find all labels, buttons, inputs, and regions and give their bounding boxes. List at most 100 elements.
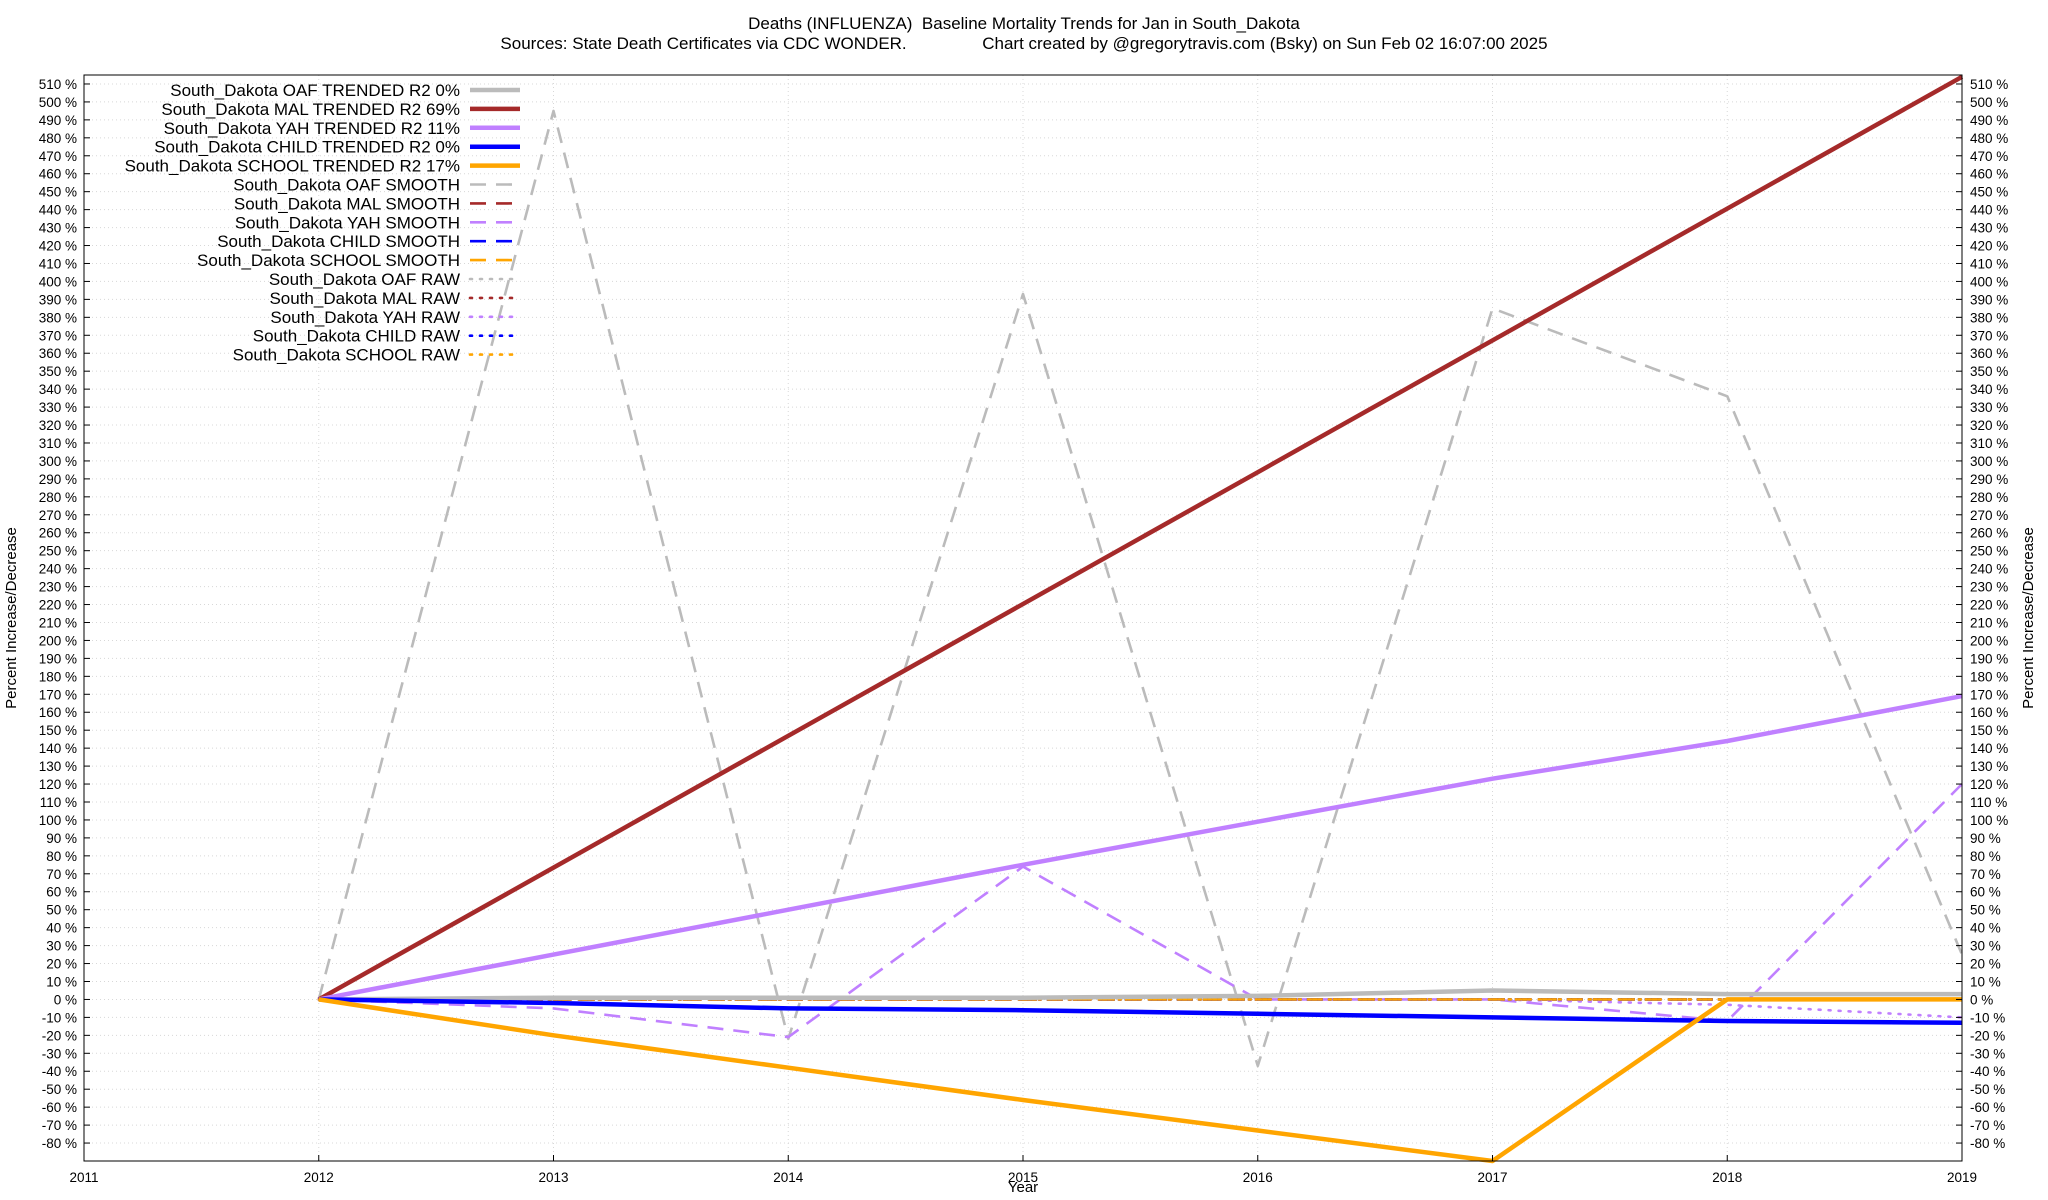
y-tick-label: 30 % bbox=[46, 939, 77, 954]
y-tick-label: 450 % bbox=[39, 185, 77, 200]
y-tick-label: 430 % bbox=[39, 221, 77, 236]
y-tick-label: 70 % bbox=[46, 867, 77, 882]
ticks: -80 % -80 % -70 % -70 % -60 % -60 % -50 % -50 %… bbox=[39, 77, 2009, 1185]
y2-tick-label: 160 % bbox=[1970, 705, 2008, 720]
y-tick-label: 510 % bbox=[39, 77, 77, 92]
y-tick-label: 240 % bbox=[39, 562, 77, 577]
y-tick-label: -80 % bbox=[42, 1136, 77, 1151]
y2-tick-label: 50 % bbox=[1970, 903, 2001, 918]
legend-label-14: South_Dakota SCHOOL RAW bbox=[233, 346, 460, 365]
y-tick-label: 310 % bbox=[39, 436, 77, 451]
y-tick-label: 470 % bbox=[39, 149, 77, 164]
y2-tick-label: -20 % bbox=[1970, 1028, 2005, 1043]
y2-tick-label: 170 % bbox=[1970, 687, 2008, 702]
y2-tick-label: 10 % bbox=[1970, 974, 2001, 989]
y2-tick-label: 390 % bbox=[1970, 292, 2008, 307]
y-tick-label: 120 % bbox=[39, 777, 77, 792]
x-tick-label: 2015 bbox=[1008, 1170, 1038, 1185]
y2-tick-label: 100 % bbox=[1970, 813, 2008, 828]
y-tick-label: 150 % bbox=[39, 723, 77, 738]
x-tick-label: 2011 bbox=[69, 1170, 98, 1185]
y2-tick-label: 500 % bbox=[1970, 95, 2008, 110]
y-tick-label: -10 % bbox=[42, 1010, 77, 1025]
y2-tick-label: 60 % bbox=[1970, 885, 2001, 900]
legend-label-12: South_Dakota YAH RAW bbox=[270, 308, 460, 327]
y-tick-label: 90 % bbox=[46, 831, 77, 846]
y2-tick-label: 120 % bbox=[1970, 777, 2008, 792]
legend-label-2: South_Dakota YAH TRENDED R2 11% bbox=[164, 119, 460, 138]
y2-tick-label: 260 % bbox=[1970, 526, 2008, 541]
y2-tick-label: 510 % bbox=[1970, 77, 2008, 92]
y2-tick-label: 270 % bbox=[1970, 508, 2008, 523]
y2-tick-label: 360 % bbox=[1970, 346, 2008, 361]
y2-tick-label: 400 % bbox=[1970, 274, 2008, 289]
y2-tick-label: 0 % bbox=[1970, 992, 1993, 1007]
y-tick-label: 20 % bbox=[46, 957, 77, 972]
legend: South_Dakota OAF TRENDED R2 0%South_Dako… bbox=[125, 81, 522, 365]
series-line-2 bbox=[318, 693, 1963, 1002]
y2-tick-label: -40 % bbox=[1970, 1064, 2005, 1079]
y2-tick-label: 320 % bbox=[1970, 418, 2008, 433]
y2-tick-label: -10 % bbox=[1970, 1010, 2005, 1025]
y2-tick-label: -50 % bbox=[1970, 1082, 2005, 1097]
y-tick-label: 250 % bbox=[39, 544, 77, 559]
y2-tick-label: 230 % bbox=[1970, 580, 2008, 595]
y2-tick-label: 40 % bbox=[1970, 921, 2001, 936]
y2-tick-label: 450 % bbox=[1970, 185, 2008, 200]
y2-tick-label: -60 % bbox=[1970, 1100, 2005, 1115]
y-tick-label: -20 % bbox=[42, 1028, 77, 1043]
y2-tick-label: 480 % bbox=[1970, 131, 2008, 146]
y-tick-label: 500 % bbox=[39, 95, 77, 110]
y-tick-label: 330 % bbox=[39, 400, 77, 415]
y-tick-label: 270 % bbox=[39, 508, 77, 523]
y-tick-label: 460 % bbox=[39, 167, 77, 182]
series-line-3 bbox=[318, 997, 1963, 1026]
y2-tick-label: 250 % bbox=[1970, 544, 2008, 559]
legend-label-6: South_Dakota MAL SMOOTH bbox=[234, 194, 460, 213]
y2-tick-label: 290 % bbox=[1970, 472, 2008, 487]
y2-tick-label: 280 % bbox=[1970, 490, 2008, 505]
x-tick-label: 2014 bbox=[773, 1170, 804, 1185]
y-tick-label: 50 % bbox=[46, 903, 77, 918]
y-tick-label: 40 % bbox=[46, 921, 77, 936]
y2-tick-label: 430 % bbox=[1970, 221, 2008, 236]
y2-tick-label: 440 % bbox=[1970, 203, 2008, 218]
y2-tick-label: 110 % bbox=[1970, 795, 2007, 810]
y2-tick-label: -30 % bbox=[1970, 1046, 2005, 1061]
y-tick-label: 420 % bbox=[39, 239, 77, 254]
y-tick-label: 290 % bbox=[39, 472, 77, 487]
y2-tick-label: 410 % bbox=[1970, 256, 2008, 271]
y-tick-label: -50 % bbox=[42, 1082, 77, 1097]
y2-tick-label: 70 % bbox=[1970, 867, 2001, 882]
y2-tick-label: 350 % bbox=[1970, 364, 2008, 379]
y-tick-label: 10 % bbox=[46, 974, 77, 989]
y-tick-label: 490 % bbox=[39, 113, 77, 128]
y2-tick-label: 310 % bbox=[1970, 436, 2008, 451]
y2-tick-label: 200 % bbox=[1970, 633, 2008, 648]
y-tick-label: -70 % bbox=[42, 1118, 77, 1133]
y-tick-label: 200 % bbox=[39, 633, 77, 648]
y2-tick-label: 240 % bbox=[1970, 562, 2008, 577]
y-tick-label: -40 % bbox=[42, 1064, 77, 1079]
chart-title: Deaths (INFLUENZA) Baseline Mortality Tr… bbox=[748, 14, 1300, 33]
y-tick-label: 300 % bbox=[39, 454, 77, 469]
x-tick-label: 2012 bbox=[304, 1170, 334, 1185]
y2-tick-label: 140 % bbox=[1970, 741, 2008, 756]
y-tick-label: 340 % bbox=[39, 382, 77, 397]
legend-label-9: South_Dakota SCHOOL SMOOTH bbox=[197, 251, 460, 270]
y-tick-label: 190 % bbox=[39, 651, 77, 666]
y2-tick-label: 340 % bbox=[1970, 382, 2008, 397]
y-tick-label: 390 % bbox=[39, 292, 77, 307]
y-axis-label: Percent Increase/Decrease bbox=[3, 527, 20, 709]
legend-label-3: South_Dakota CHILD TRENDED R2 0% bbox=[154, 138, 460, 157]
legend-label-5: South_Dakota OAF SMOOTH bbox=[233, 176, 460, 195]
series-line-5 bbox=[317, 109, 1964, 1068]
x-axis-label: Year bbox=[1008, 1179, 1038, 1196]
legend-label-1: South_Dakota MAL TRENDED R2 69% bbox=[161, 100, 460, 119]
y-tick-label: 160 % bbox=[39, 705, 77, 720]
y-tick-label: 360 % bbox=[39, 346, 77, 361]
y-tick-label: -30 % bbox=[42, 1046, 77, 1061]
y2-tick-label: 220 % bbox=[1970, 598, 2008, 613]
legend-label-4: South_Dakota SCHOOL TRENDED R2 17% bbox=[125, 157, 460, 176]
